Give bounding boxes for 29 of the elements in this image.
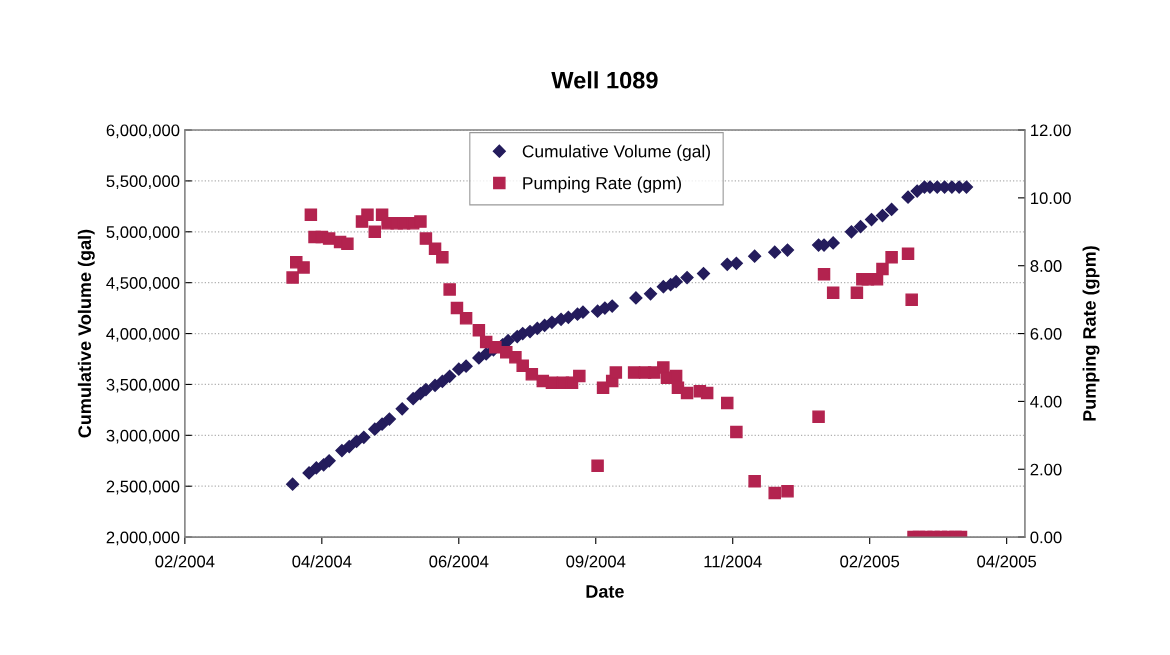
y2-tick-label: 6.00 (1030, 327, 1062, 340)
legend-label: Cumulative Volume (gal) (522, 144, 710, 161)
x-tick-label: 04/2004 (292, 555, 352, 568)
x-tick-label: 02/2004 (155, 555, 215, 568)
x-tick-label: 04/2005 (977, 555, 1037, 568)
y-tick-label: 4,500,000 (106, 277, 180, 291)
x-tick-label: 02/2005 (840, 555, 900, 568)
y2-tick-label: 0.00 (1030, 531, 1062, 544)
y-tick-label: 2,500,000 (106, 480, 180, 495)
y-tick-label: 2,000,000 (106, 531, 180, 546)
y-tick-label: 5,000,000 (106, 226, 180, 240)
x-tick-label: 09/2004 (566, 555, 626, 568)
y-axis-title: Cumulative Volume (gal) (77, 229, 95, 438)
y-tick-label: 6,000,000 (106, 124, 180, 139)
y2-tick-label: 12.00 (1031, 124, 1071, 137)
y2-tick-label: 2.00 (1030, 463, 1062, 476)
y2-tick-label: 4.00 (1030, 395, 1062, 408)
y-tick-label: 3,000,000 (106, 429, 180, 444)
y2-tick-label: 10.00 (1031, 192, 1071, 205)
x-tick-label: 11/2004 (704, 555, 762, 568)
legend-label: Pumping Rate (gpm) (523, 176, 681, 193)
y-tick-label: 4,000,000 (106, 327, 180, 342)
x-axis-title: Date (586, 585, 624, 598)
y2-axis-title: Pumping Rate (gpm) (1082, 246, 1100, 421)
y-tick-label: 3,500,000 (106, 378, 180, 393)
y2-tick-label: 8.00 (1030, 260, 1062, 272)
chart-title: Well 1089 (551, 71, 658, 89)
x-tick-label: 06/2004 (429, 555, 489, 568)
y-tick-label: 5,500,000 (106, 175, 180, 190)
